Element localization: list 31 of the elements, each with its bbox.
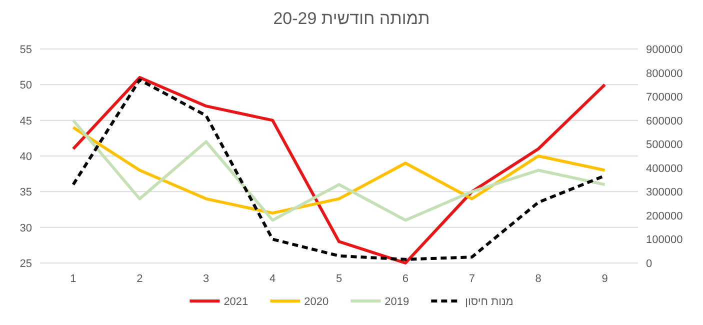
y2-tick-label: 400000 bbox=[646, 162, 683, 175]
y-tick-label: 45 bbox=[20, 115, 32, 128]
y2-tick-label: 800000 bbox=[646, 68, 683, 80]
y2-tick-label: 500000 bbox=[646, 139, 683, 152]
legend-label: 2019 bbox=[384, 296, 410, 308]
y2-tick-label: 200000 bbox=[646, 210, 683, 222]
legend-label: מנות חיסון bbox=[465, 296, 514, 308]
y2-tick-label: 900000 bbox=[646, 44, 683, 56]
y-tick-label: 35 bbox=[20, 186, 32, 199]
y2-tick-label: 700000 bbox=[646, 92, 683, 104]
y2-tick-label: 100000 bbox=[646, 234, 683, 246]
y2-tick-label: 0 bbox=[646, 258, 652, 270]
x-tick-label: 3 bbox=[203, 273, 210, 285]
chart-title: תמותה חודשית 20-29 bbox=[273, 9, 430, 28]
x-tick-label: 4 bbox=[269, 273, 276, 285]
x-tick-label: 6 bbox=[402, 273, 409, 285]
x-tick-label: 5 bbox=[336, 273, 342, 285]
x-tick-label: 7 bbox=[468, 273, 475, 285]
y-tick-label: 25 bbox=[20, 258, 32, 270]
y2-tick-label: 300000 bbox=[646, 186, 683, 199]
x-tick-label: 9 bbox=[602, 273, 608, 285]
y-tick-label: 40 bbox=[20, 151, 32, 163]
legend-label: 2020 bbox=[304, 296, 329, 308]
y-tick-label: 30 bbox=[20, 222, 32, 234]
y2-tick-label: 600000 bbox=[646, 115, 683, 128]
x-tick-label: 2 bbox=[136, 273, 143, 285]
x-tick-label: 8 bbox=[535, 273, 542, 285]
y-tick-label: 50 bbox=[20, 80, 32, 92]
legend-label: 2021 bbox=[224, 296, 248, 308]
y-tick-label: 55 bbox=[20, 44, 32, 56]
x-tick-label: 1 bbox=[70, 273, 76, 285]
